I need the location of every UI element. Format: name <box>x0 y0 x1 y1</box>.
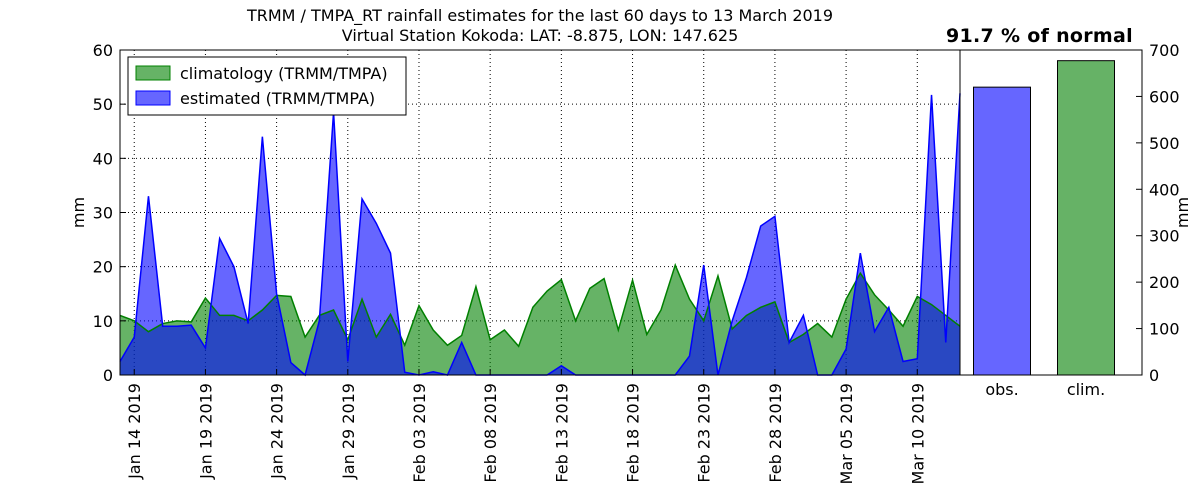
x-tick-label: Jan 19 2019 <box>196 383 215 480</box>
y-tick-label: 20 <box>93 258 113 277</box>
x-tick-label: Feb 23 2019 <box>695 383 714 483</box>
legend-box <box>127 56 407 116</box>
x-tick-label: Mar 05 2019 <box>837 383 856 484</box>
chart-title-line1: TRMM / TMPA_RT rainfall estimates for th… <box>246 6 834 25</box>
right-y-tick-label: 300 <box>1149 227 1180 246</box>
x-tick-label: Jan 14 2019 <box>125 383 144 480</box>
x-tick-label: Jan 24 2019 <box>268 383 287 480</box>
legend-label: estimated (TRMM/TMPA) <box>180 89 375 108</box>
y-axis-label-right: mm <box>1173 197 1192 228</box>
right-y-tick-label: 500 <box>1149 134 1180 153</box>
x-tick-label: Jan 29 2019 <box>339 383 358 480</box>
x-tick-label: Feb 13 2019 <box>552 383 571 483</box>
climatology-line <box>119 262 961 348</box>
x-tick-label: Mar 10 2019 <box>908 383 927 484</box>
chart-title-line2: Virtual Station Kokoda: LAT: -8.875, LON… <box>341 26 739 45</box>
x-tick-label: Feb 08 2019 <box>481 383 500 483</box>
bar-panel-frame <box>959 49 1143 376</box>
bar-category-label: clim. <box>1067 380 1105 399</box>
right-y-tick-label: 200 <box>1149 273 1180 292</box>
y-tick-label: 50 <box>93 95 113 114</box>
y-tick-label: 30 <box>93 204 113 223</box>
legend: climatology (TRMM/TMPA) estimated (TRMM/T… <box>127 56 407 116</box>
x-tick-label: Feb 18 2019 <box>624 383 643 483</box>
right-y-tick-label: 700 <box>1149 41 1180 60</box>
bar-clim <box>1057 60 1115 376</box>
x-tick-label: Feb 28 2019 <box>766 383 785 483</box>
legend-label: climatology (TRMM/TMPA) <box>180 64 388 83</box>
estimated-area <box>120 93 960 375</box>
right-y-tick-label: 600 <box>1149 87 1180 106</box>
y-tick-label: 10 <box>93 312 113 331</box>
legend-swatch <box>135 65 171 81</box>
y-tick-label: 0 <box>103 366 113 385</box>
y-axis-label-left: mm <box>69 197 88 228</box>
legend-swatch <box>135 90 171 106</box>
bar-obs <box>973 86 1031 376</box>
bar-category-label: obs. <box>985 380 1018 399</box>
y-tick-label: 40 <box>93 149 113 168</box>
percent-of-normal-label: 91.7 % of normal <box>946 25 1133 47</box>
x-tick-label: Feb 03 2019 <box>410 383 429 483</box>
right-y-tick-label: 400 <box>1149 180 1180 199</box>
right-y-tick-label: 100 <box>1149 320 1180 339</box>
y-tick-label: 60 <box>93 41 113 60</box>
right-y-tick-label: 0 <box>1149 366 1159 385</box>
